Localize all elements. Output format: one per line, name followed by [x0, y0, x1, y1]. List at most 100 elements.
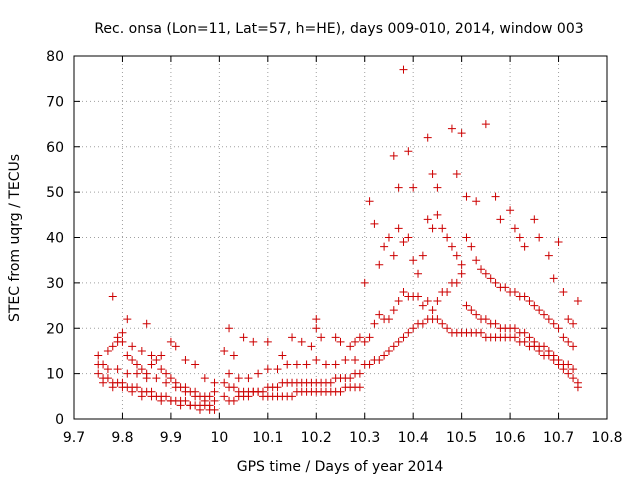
x-axis-label: GPS time / Days of year 2014 [237, 459, 444, 475]
data-point [433, 297, 442, 306]
data-point [273, 383, 282, 392]
data-point [520, 292, 529, 301]
data-point [573, 383, 582, 392]
data-point [399, 238, 408, 247]
data-point [365, 333, 374, 342]
data-point [389, 306, 398, 315]
data-point [404, 328, 413, 337]
data-point [220, 392, 229, 401]
y-tick-label: 40 [46, 231, 64, 247]
data-point [520, 328, 529, 337]
data-point [496, 215, 505, 224]
data-point [312, 356, 321, 365]
data-point [414, 269, 423, 278]
data-point [239, 333, 248, 342]
data-point [409, 256, 418, 265]
data-point [355, 369, 364, 378]
data-point [481, 120, 490, 129]
data-point [355, 333, 364, 342]
y-tick-label: 70 [46, 94, 64, 110]
data-point [510, 333, 519, 342]
x-tick-label: 10.6 [495, 430, 526, 446]
data-point [128, 356, 137, 365]
data-point [549, 274, 558, 283]
data-point [166, 374, 175, 383]
data-point [365, 360, 374, 369]
data-point [288, 392, 297, 401]
data-point [229, 351, 238, 360]
data-point [414, 292, 423, 301]
data-point [438, 224, 447, 233]
data-point [118, 328, 127, 337]
data-point [210, 396, 219, 405]
data-point [200, 396, 209, 405]
data-point [384, 315, 393, 324]
data-point [326, 378, 335, 387]
data-point [394, 183, 403, 192]
data-point [564, 337, 573, 346]
data-point [394, 297, 403, 306]
data-point [452, 251, 461, 260]
data-point [249, 337, 258, 346]
data-point [428, 169, 437, 178]
data-point [535, 233, 544, 242]
y-tick-label: 0 [55, 412, 64, 428]
data-point [123, 351, 132, 360]
data-point [433, 210, 442, 219]
x-tick-label: 10.2 [301, 430, 332, 446]
data-point [147, 351, 156, 360]
data-point [195, 405, 204, 414]
y-tick-label: 10 [46, 367, 64, 383]
data-point [418, 319, 427, 328]
data-point [530, 301, 539, 310]
data-point [549, 351, 558, 360]
data-point [544, 251, 553, 260]
data-point [254, 369, 263, 378]
data-point [384, 346, 393, 355]
data-point [477, 328, 486, 337]
data-point [99, 378, 108, 387]
data-point [428, 224, 437, 233]
data-point [113, 337, 122, 346]
data-point [181, 396, 190, 405]
data-point [428, 306, 437, 315]
y-tick-label: 30 [46, 276, 64, 292]
data-point [423, 297, 432, 306]
data-point [520, 242, 529, 251]
data-point [234, 374, 243, 383]
data-point [123, 369, 132, 378]
data-point [292, 360, 301, 369]
data-point [375, 260, 384, 269]
data-point [472, 197, 481, 206]
data-point [423, 133, 432, 142]
data-point [462, 192, 471, 201]
data-point [418, 301, 427, 310]
data-point [389, 151, 398, 160]
x-tick-label: 10.5 [446, 430, 477, 446]
data-point [137, 365, 146, 374]
data-point [540, 310, 549, 319]
data-point [365, 197, 374, 206]
data-point [346, 342, 355, 351]
y-tick-label: 50 [46, 185, 64, 201]
data-point [229, 396, 238, 405]
data-point [510, 324, 519, 333]
y-tick-label: 20 [46, 321, 64, 337]
data-point [530, 337, 539, 346]
y-tick-label: 60 [46, 140, 64, 156]
data-point [181, 387, 190, 396]
data-point [128, 387, 137, 396]
data-point [520, 337, 529, 346]
data-point [452, 169, 461, 178]
data-point [191, 392, 200, 401]
data-point [423, 215, 432, 224]
data-point [336, 337, 345, 346]
axis-ticks: 9.7 9.8 9.9 10 10.1 10.2 10.3 10.4 10.5 10.6 10.7 1… [46, 49, 622, 446]
data-point [283, 360, 292, 369]
data-point [573, 297, 582, 306]
data-point [525, 333, 534, 342]
data-point [554, 324, 563, 333]
data-point [263, 365, 272, 374]
data-point [360, 337, 369, 346]
data-point [404, 147, 413, 156]
